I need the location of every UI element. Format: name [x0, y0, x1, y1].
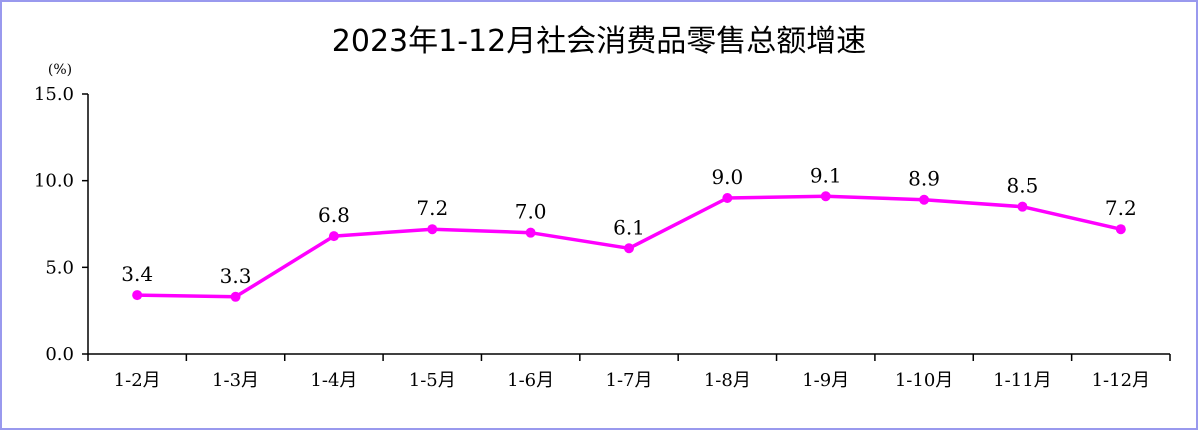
data-label: 6.1	[613, 215, 645, 239]
data-point	[132, 290, 143, 301]
data-point	[1017, 201, 1028, 212]
data-label: 8.9	[908, 167, 940, 191]
data-label: 7.2	[416, 196, 448, 220]
x-tick-label: 1-10月	[895, 370, 953, 391]
x-tick-label: 1-5月	[409, 370, 456, 391]
y-tick-label: 5.0	[45, 257, 74, 278]
data-point	[820, 191, 831, 202]
x-tick-label: 1-9月	[802, 370, 849, 391]
y-tick-label: 15.0	[34, 84, 74, 105]
data-label: 7.0	[515, 200, 547, 224]
data-point	[427, 224, 438, 235]
data-label: 6.8	[318, 203, 350, 227]
data-point	[328, 231, 339, 242]
x-tick-label: 1-7月	[606, 370, 653, 391]
data-point	[230, 291, 241, 302]
x-tick-label: 1-3月	[212, 370, 259, 391]
data-point	[624, 243, 634, 254]
x-tick-label: 1-11月	[993, 370, 1051, 391]
data-label: 7.2	[1105, 196, 1137, 220]
x-tick-label: 1-12月	[1092, 370, 1150, 391]
data-point	[919, 194, 930, 205]
y-tick-label: 0.0	[45, 344, 74, 365]
data-label: 9.1	[810, 163, 842, 187]
x-tick-label: 1-6月	[507, 370, 554, 391]
x-tick-label: 1-4月	[310, 370, 357, 391]
x-tick-label: 1-8月	[704, 370, 751, 391]
data-label: 3.3	[220, 264, 252, 288]
y-tick-label: 10.0	[34, 171, 74, 192]
data-label: 3.4	[121, 262, 153, 286]
x-tick-label: 1-2月	[114, 370, 161, 391]
data-point	[1115, 224, 1126, 235]
data-point	[722, 193, 733, 203]
y-unit-label: (%)	[48, 62, 72, 78]
data-label: 8.5	[1007, 174, 1039, 198]
data-label: 9.0	[711, 165, 743, 189]
chart-title: 2023年1-12月社会消费品零售总额增速	[331, 24, 867, 59]
data-point	[525, 227, 536, 238]
